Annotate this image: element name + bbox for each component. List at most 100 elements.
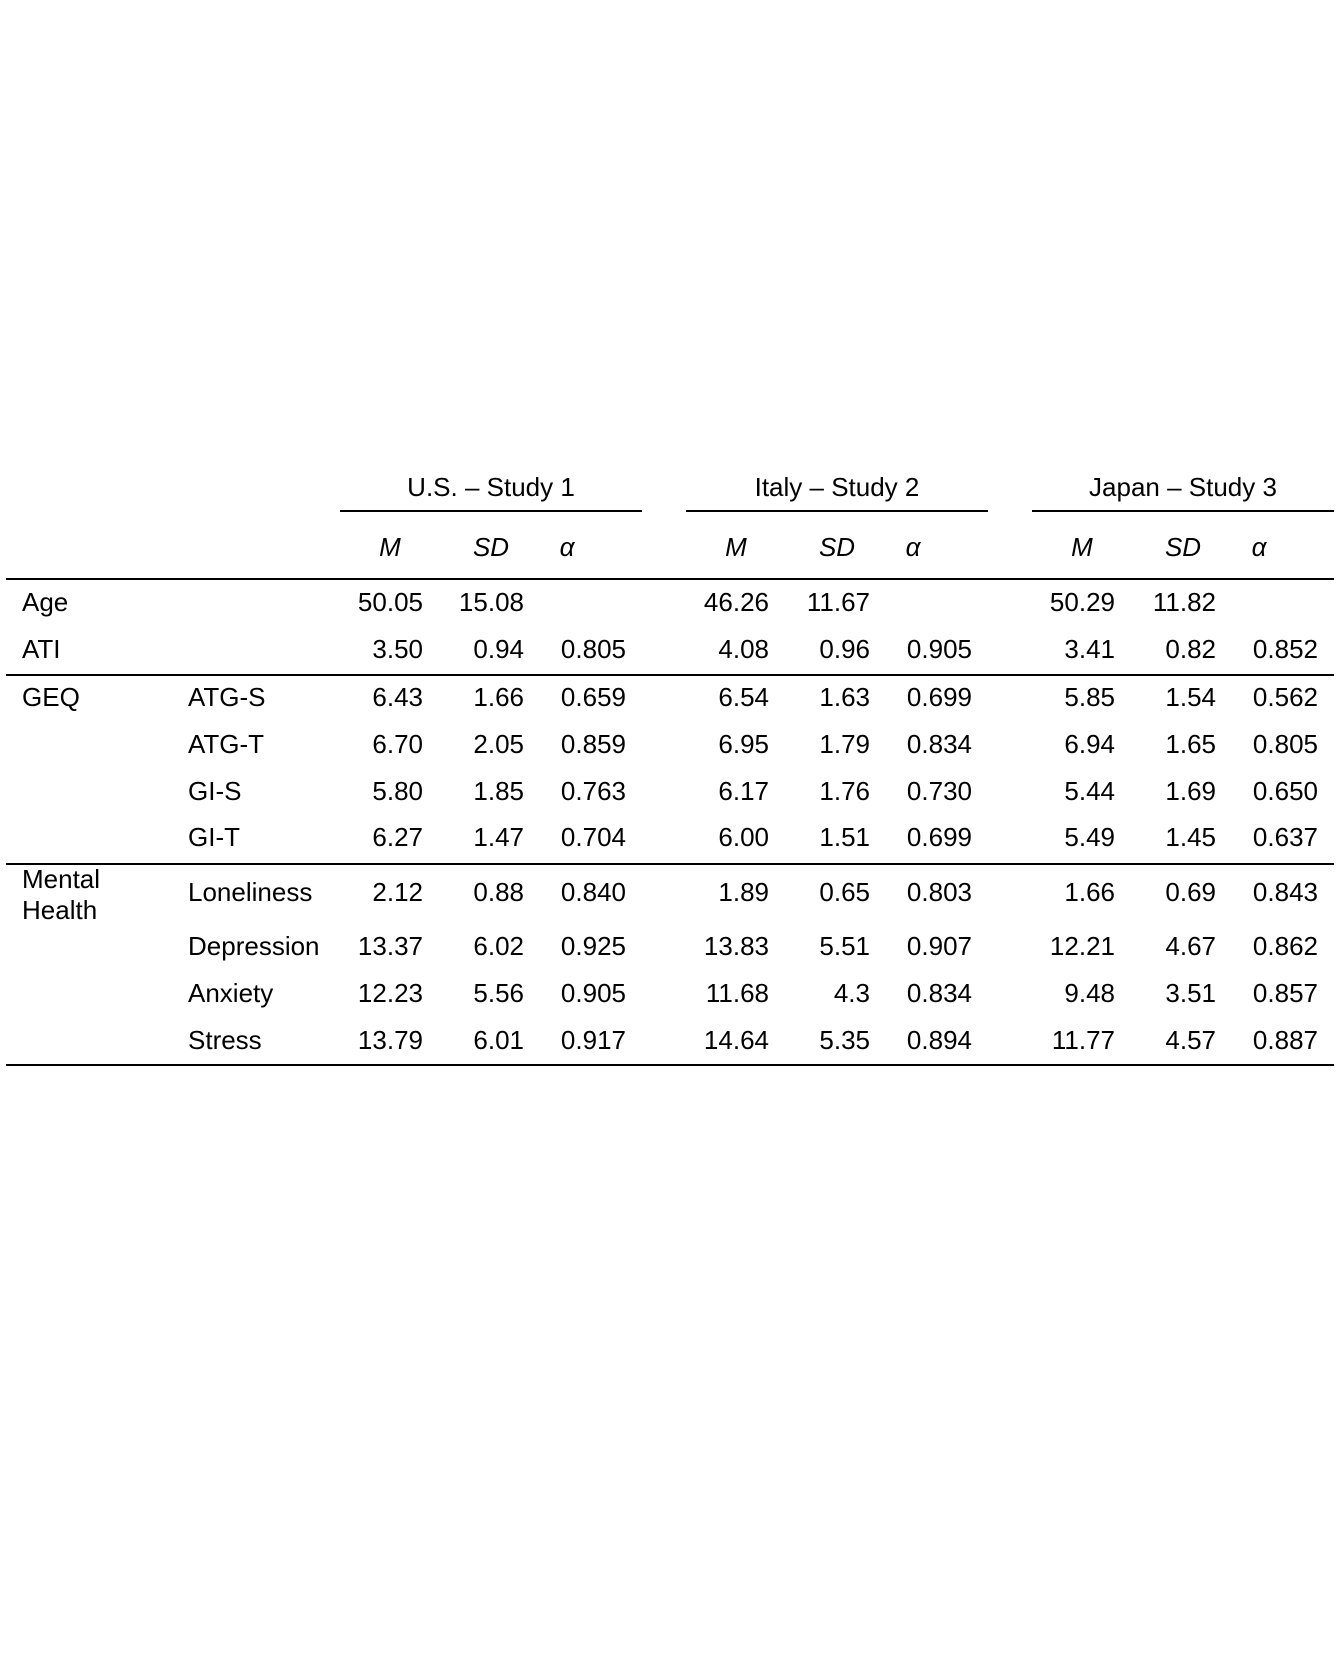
cell-us-sd: 1.66 bbox=[473, 682, 524, 712]
cell-italy-m: 1.89 bbox=[718, 877, 769, 907]
cell-italy-m: 13.83 bbox=[703, 931, 769, 961]
cell-us-sd: 5.56 bbox=[473, 978, 524, 1008]
cell-japan-m: 5.49 bbox=[1064, 822, 1115, 852]
cell-japan-m: 5.44 bbox=[1064, 776, 1115, 806]
row-label-ati: ATI bbox=[22, 634, 61, 664]
cell-italy-alpha: 0.905 bbox=[906, 634, 972, 664]
row-label-mental-health-line-1: Mental bbox=[22, 864, 101, 894]
cell-italy-m: 6.54 bbox=[718, 682, 769, 712]
section-rule-mental-health bbox=[6, 863, 1334, 865]
stat-header-italy-m: M bbox=[725, 532, 747, 562]
sub-label-anxiety: Anxiety bbox=[188, 978, 274, 1008]
group-header-us: U.S. – Study 1 bbox=[407, 472, 575, 502]
cell-italy-sd: 5.51 bbox=[819, 931, 870, 961]
cell-us-sd: 15.08 bbox=[458, 587, 524, 617]
cell-italy-m: 46.26 bbox=[703, 587, 769, 617]
cell-us-m: 6.70 bbox=[372, 729, 423, 759]
cell-us-alpha: 0.905 bbox=[560, 978, 626, 1008]
cell-italy-alpha: 0.699 bbox=[906, 682, 972, 712]
cell-japan-alpha: 0.843 bbox=[1252, 877, 1318, 907]
cell-italy-sd: 1.76 bbox=[819, 776, 870, 806]
cell-us-alpha: 0.659 bbox=[560, 682, 626, 712]
stat-header-us-m: M bbox=[379, 532, 401, 562]
row-label-mental-health: Mental Health bbox=[22, 864, 100, 926]
sub-label-gi-s: GI-S bbox=[188, 776, 242, 806]
cell-italy-sd: 0.65 bbox=[819, 877, 870, 907]
cell-japan-m: 11.77 bbox=[1051, 1025, 1115, 1055]
cell-us-m: 13.79 bbox=[357, 1025, 423, 1055]
sub-label-gi-t: GI-T bbox=[188, 822, 240, 852]
cell-japan-alpha: 0.852 bbox=[1252, 634, 1318, 664]
cell-italy-sd: 5.35 bbox=[819, 1025, 870, 1055]
cell-japan-alpha: 0.862 bbox=[1252, 931, 1318, 961]
row-label-geq: GEQ bbox=[22, 682, 80, 712]
cell-us-m: 2.12 bbox=[372, 877, 423, 907]
cell-japan-sd: 1.69 bbox=[1165, 776, 1216, 806]
cell-italy-m: 14.64 bbox=[703, 1025, 769, 1055]
sub-label-loneliness: Loneliness bbox=[188, 877, 313, 907]
group-underline-japan bbox=[1032, 510, 1334, 512]
stat-header-japan-alpha: α bbox=[1251, 532, 1267, 562]
cell-italy-m: 6.17 bbox=[718, 776, 769, 806]
cell-italy-m: 11.68 bbox=[705, 978, 769, 1008]
group-header-italy: Italy – Study 2 bbox=[754, 472, 920, 502]
cell-us-m: 13.37 bbox=[357, 931, 423, 961]
cell-us-m: 3.50 bbox=[372, 634, 423, 664]
sub-label-stress: Stress bbox=[188, 1025, 262, 1055]
cell-italy-alpha: 0.803 bbox=[906, 877, 972, 907]
cell-japan-sd: 3.51 bbox=[1165, 978, 1216, 1008]
header-bottom-rule bbox=[6, 578, 1334, 580]
stat-header-italy-sd: SD bbox=[818, 532, 856, 562]
cell-japan-sd: 4.57 bbox=[1165, 1025, 1216, 1055]
cell-japan-sd: 0.82 bbox=[1165, 634, 1216, 664]
cell-japan-sd: 1.65 bbox=[1165, 729, 1216, 759]
cell-italy-alpha: 0.834 bbox=[906, 729, 972, 759]
group-header-japan: Japan – Study 3 bbox=[1089, 472, 1277, 502]
cell-us-alpha: 0.763 bbox=[560, 776, 626, 806]
row-label-mental-health-line-2: Health bbox=[22, 895, 98, 925]
cell-us-sd: 6.01 bbox=[473, 1025, 524, 1055]
table-bottom-rule bbox=[6, 1064, 1334, 1066]
cell-us-alpha: 0.704 bbox=[560, 822, 626, 852]
cell-us-m: 12.23 bbox=[357, 978, 423, 1008]
cell-japan-m: 3.41 bbox=[1064, 634, 1115, 664]
cell-japan-m: 9.48 bbox=[1064, 978, 1115, 1008]
stat-header-us-alpha: α bbox=[559, 532, 575, 562]
cell-italy-alpha: 0.730 bbox=[906, 776, 972, 806]
stat-header-us-sd: SD bbox=[472, 532, 510, 562]
sub-label-depression: Depression bbox=[188, 931, 320, 961]
cell-us-alpha: 0.917 bbox=[560, 1025, 626, 1055]
cell-italy-sd: 0.96 bbox=[819, 634, 870, 664]
cell-italy-alpha: 0.699 bbox=[906, 822, 972, 852]
cell-us-sd: 0.88 bbox=[473, 877, 524, 907]
cell-italy-alpha: 0.907 bbox=[906, 931, 972, 961]
cell-japan-m: 6.94 bbox=[1064, 729, 1115, 759]
cell-japan-alpha: 0.805 bbox=[1252, 729, 1318, 759]
cell-japan-alpha: 0.650 bbox=[1252, 776, 1318, 806]
cell-japan-sd: 1.54 bbox=[1165, 682, 1216, 712]
cell-japan-m: 5.85 bbox=[1064, 682, 1115, 712]
cell-us-m: 50.05 bbox=[357, 587, 423, 617]
cell-italy-m: 6.00 bbox=[718, 822, 769, 852]
cell-us-sd: 1.85 bbox=[473, 776, 524, 806]
cell-italy-sd: 4.3 bbox=[833, 978, 870, 1008]
group-underline-us bbox=[340, 510, 642, 512]
cell-italy-m: 6.95 bbox=[718, 729, 769, 759]
cell-us-alpha: 0.840 bbox=[560, 877, 626, 907]
sub-label-atg-t: ATG-T bbox=[188, 729, 265, 759]
sub-label-atg-s: ATG-S bbox=[188, 682, 266, 712]
cell-italy-alpha: 0.894 bbox=[906, 1025, 972, 1055]
cell-japan-alpha: 0.562 bbox=[1252, 682, 1318, 712]
section-rule-geq bbox=[6, 674, 1334, 676]
cell-japan-sd: 4.67 bbox=[1165, 931, 1216, 961]
cell-us-alpha: 0.859 bbox=[560, 729, 626, 759]
cell-japan-m: 12.21 bbox=[1049, 931, 1115, 961]
cell-italy-sd: 11.67 bbox=[806, 587, 870, 617]
cell-japan-sd: 1.45 bbox=[1165, 822, 1216, 852]
cell-us-alpha: 0.805 bbox=[560, 634, 626, 664]
cell-us-m: 6.43 bbox=[372, 682, 423, 712]
cell-us-sd: 2.05 bbox=[473, 729, 524, 759]
cell-us-m: 6.27 bbox=[372, 822, 423, 852]
cell-us-m: 5.80 bbox=[372, 776, 423, 806]
